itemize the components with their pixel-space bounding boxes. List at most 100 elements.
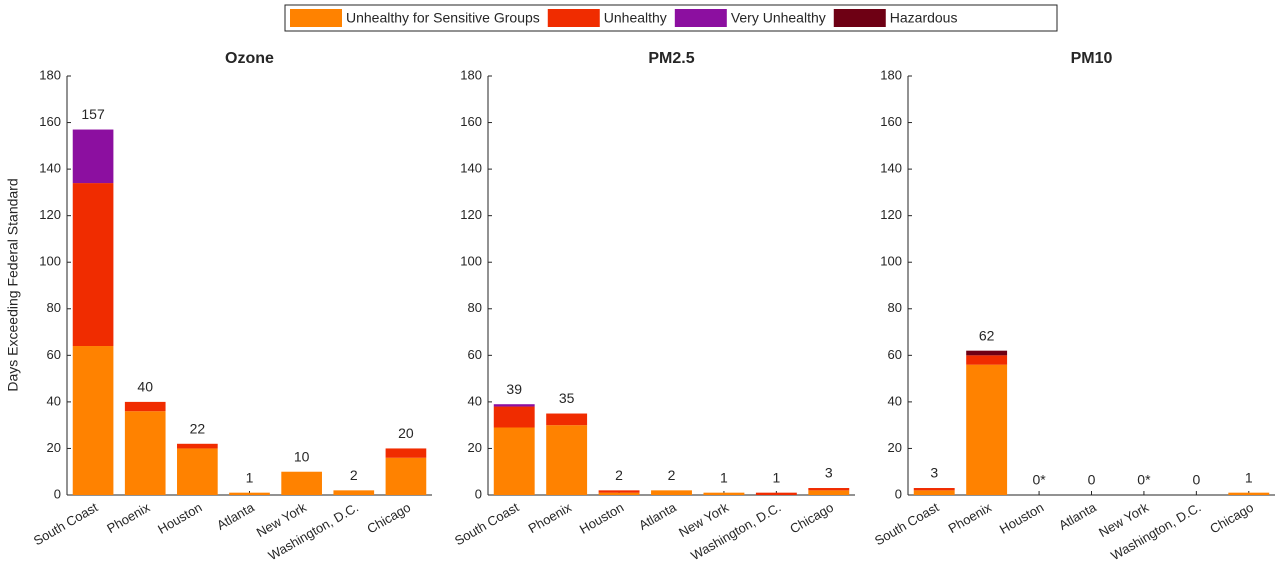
bar-segment: [493, 427, 535, 495]
bar-segment: [124, 411, 166, 495]
y-tick-label: 160: [460, 114, 482, 129]
y-tick-label: 120: [39, 207, 61, 222]
total-label: 1: [246, 469, 254, 485]
y-tick-label: 20: [468, 440, 482, 455]
legend-swatch: [674, 9, 727, 27]
y-tick-label: 100: [39, 254, 61, 269]
total-label: 2: [350, 467, 358, 483]
y-tick-label: 60: [468, 347, 482, 362]
x-tick-label: Atlanta: [214, 499, 257, 533]
total-label: 62: [979, 327, 995, 343]
bar-segment: [598, 492, 640, 495]
bar-segment: [703, 492, 745, 495]
bar-segment: [755, 492, 797, 495]
bar-segment: [281, 471, 322, 495]
bar-segment: [966, 364, 1008, 495]
x-tick-label: Chicago: [1207, 500, 1256, 537]
x-tick-label: Washington, D.C.: [688, 500, 783, 564]
y-tick-label: 100: [880, 254, 902, 269]
total-label: 0*: [1032, 472, 1046, 488]
x-tick-label: South Coast: [872, 499, 942, 548]
total-label: 40: [137, 379, 153, 395]
bar-segment: [493, 404, 535, 407]
y-tick-label: 100: [460, 254, 482, 269]
legend-box: [284, 4, 1058, 32]
legend-label: Unhealthy for Sensitive Groups: [346, 10, 540, 26]
y-tick-label: 20: [888, 440, 902, 455]
legend-swatch: [833, 9, 886, 27]
chart-title: Ozone: [225, 50, 274, 67]
bar-segment: [177, 448, 218, 495]
legend-swatch: [547, 9, 600, 27]
total-label: 2: [668, 467, 676, 483]
total-label: 35: [559, 390, 575, 406]
bar-segment: [385, 457, 427, 495]
x-tick-label: Houston: [155, 500, 204, 537]
bar-segment: [546, 413, 588, 426]
x-tick-label: Houston: [997, 500, 1046, 537]
y-tick-label: 180: [880, 67, 902, 82]
y-tick-label: 120: [880, 207, 902, 222]
total-label: 0*: [1137, 472, 1151, 488]
x-tick-label: Washington, D.C.: [266, 500, 361, 564]
bar-segment: [72, 183, 114, 347]
legend-label: Unhealthy: [604, 10, 667, 26]
bar-segment: [546, 425, 588, 495]
y-axis-label: Days Exceeding Federal Standard: [5, 178, 21, 391]
total-label: 1: [1245, 469, 1253, 485]
total-label: 2: [615, 467, 623, 483]
y-tick-label: 40: [888, 393, 902, 408]
y-tick-label: 60: [47, 347, 61, 362]
x-tick-label: Atlanta: [636, 499, 679, 533]
total-label: 0: [1088, 472, 1096, 488]
bar-segment: [72, 129, 114, 184]
y-tick-label: 140: [880, 161, 902, 176]
y-tick-label: 0: [475, 486, 482, 501]
y-tick-label: 180: [460, 67, 482, 82]
chart-title: PM10: [1071, 50, 1113, 67]
bar-segment: [913, 490, 955, 495]
x-tick-label: South Coast: [31, 499, 101, 548]
bar-segment: [1228, 492, 1270, 495]
total-label: 10: [294, 448, 310, 464]
x-tick-label: Houston: [577, 500, 626, 537]
bar-segment: [229, 492, 270, 495]
bar-segment: [385, 448, 427, 458]
bar-segment: [913, 488, 955, 491]
bar-segment: [493, 406, 535, 428]
total-label: 157: [81, 106, 105, 122]
legend-label: Hazardous: [890, 10, 958, 26]
bar-segment: [598, 490, 640, 493]
x-tick-label: Chicago: [364, 500, 413, 537]
bar-segment: [651, 490, 692, 495]
y-tick-label: 60: [888, 347, 902, 362]
chart-title: PM2.5: [648, 50, 694, 67]
x-tick-label: Atlanta: [1056, 499, 1099, 533]
x-tick-label: Phoenix: [104, 499, 153, 536]
total-label: 3: [825, 465, 833, 481]
bar-segment: [966, 355, 1008, 365]
y-tick-label: 180: [39, 67, 61, 82]
total-label: 22: [190, 420, 206, 436]
total-label: 1: [772, 469, 780, 485]
bar-segment: [72, 346, 114, 495]
x-tick-label: Chicago: [787, 500, 836, 537]
total-label: 1: [720, 469, 728, 485]
bar-segment: [808, 488, 850, 491]
total-label: 39: [506, 381, 522, 397]
x-tick-label: Phoenix: [946, 499, 995, 536]
x-tick-label: South Coast: [452, 499, 522, 548]
total-label: 3: [930, 465, 938, 481]
y-tick-label: 40: [47, 393, 61, 408]
y-tick-label: 80: [468, 300, 482, 315]
bar-segment: [177, 443, 218, 449]
bar-segment: [333, 490, 375, 495]
bar-segment: [966, 350, 1008, 356]
y-tick-label: 140: [460, 161, 482, 176]
y-tick-label: 20: [47, 440, 61, 455]
y-tick-label: 160: [880, 114, 902, 129]
y-tick-label: 40: [468, 393, 482, 408]
x-tick-label: Phoenix: [526, 499, 575, 536]
bar-segment: [808, 490, 850, 495]
